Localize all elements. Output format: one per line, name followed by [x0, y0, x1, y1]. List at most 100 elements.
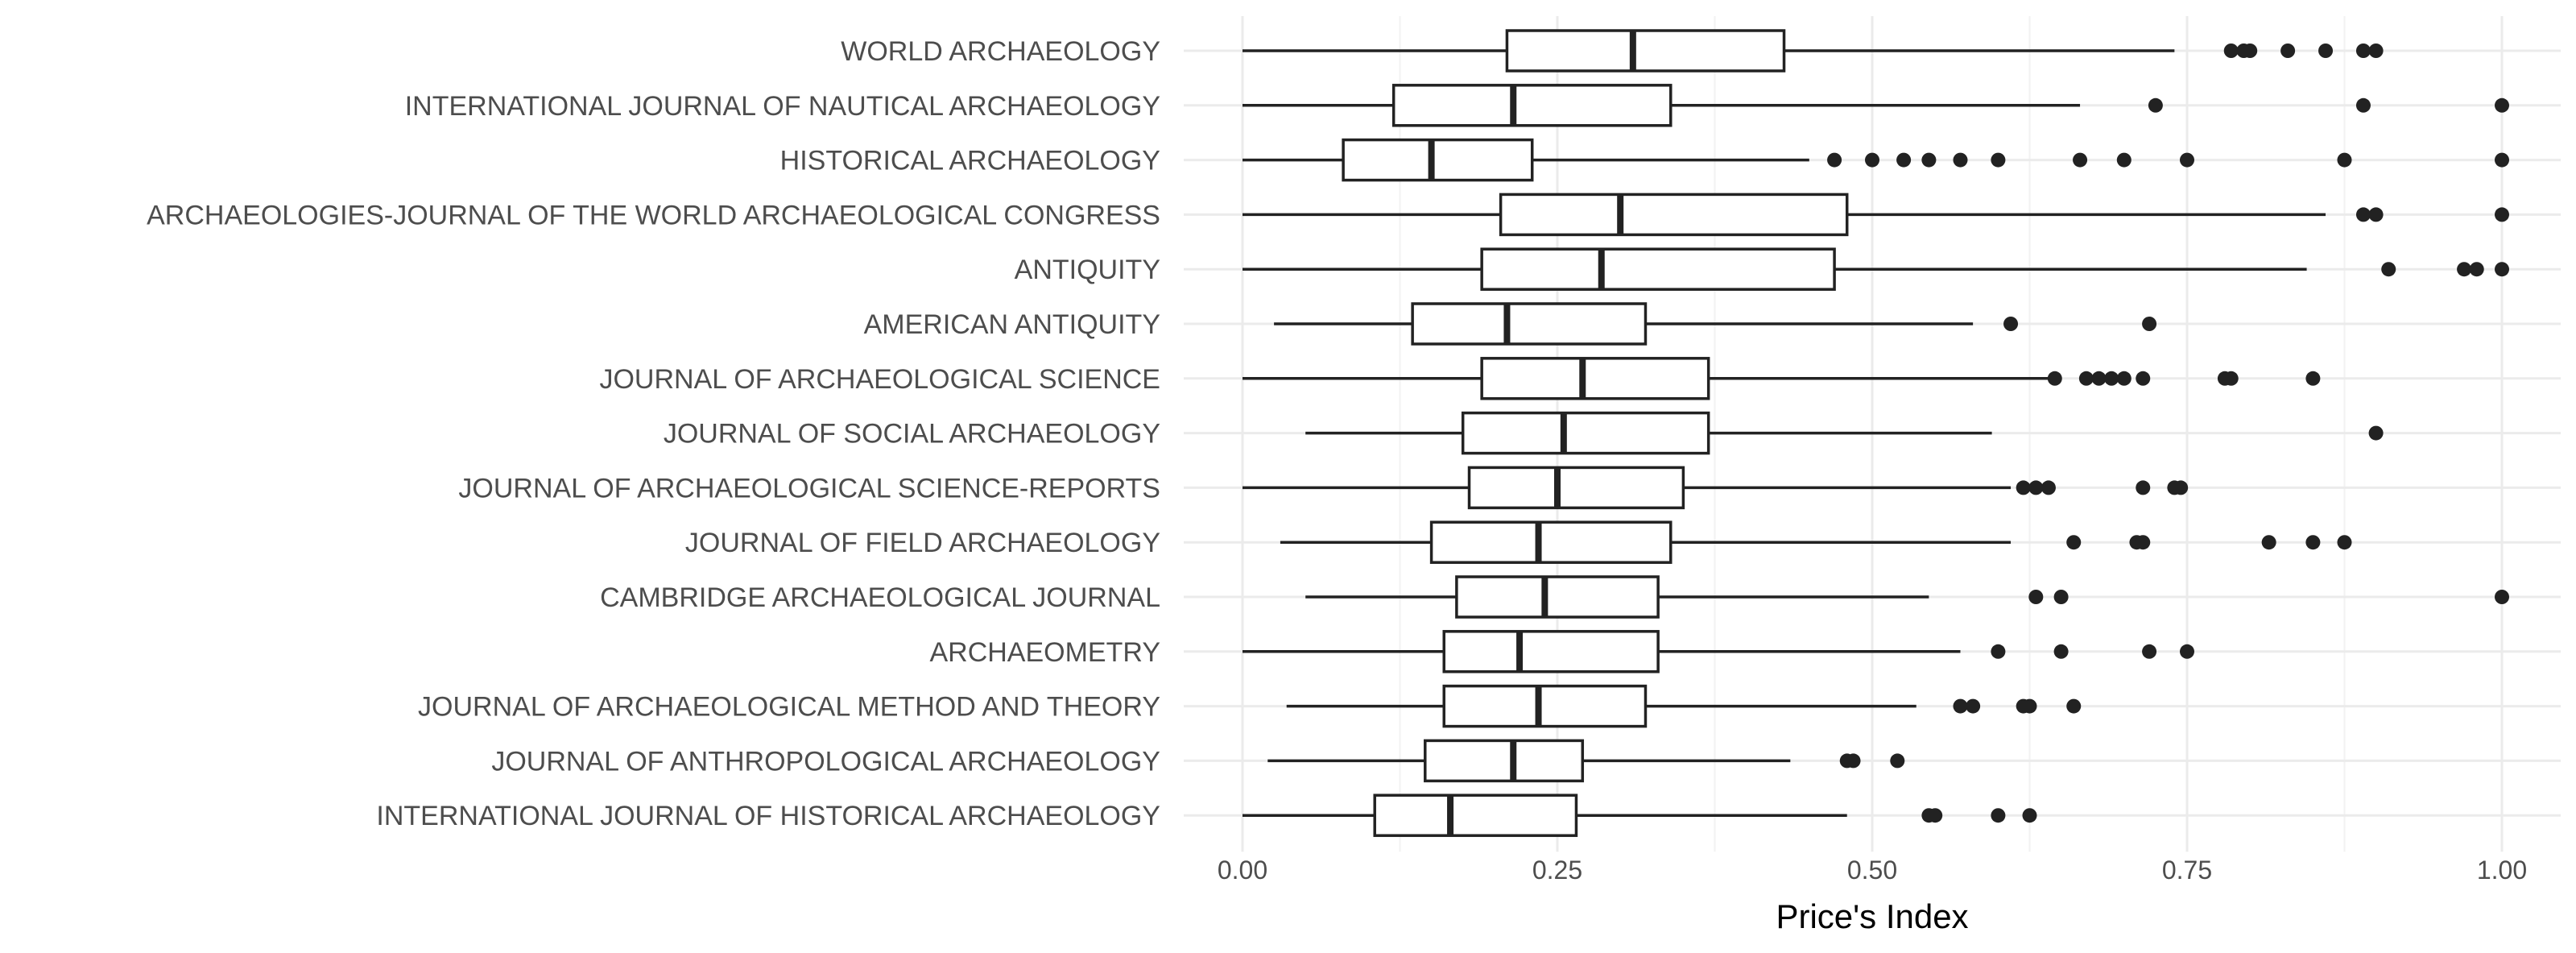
- iqr-box: [1455, 575, 1660, 619]
- box-group: [1243, 84, 2509, 127]
- category-label: INTERNATIONAL JOURNAL OF NAUTICAL ARCHAE…: [405, 91, 1160, 122]
- outlier-point: [2022, 698, 2037, 714]
- outlier-point: [2495, 207, 2509, 222]
- box-group: [1243, 466, 2189, 510]
- category-label: WORLD ARCHAEOLOGY: [841, 36, 1160, 67]
- outlier-point: [2243, 44, 2258, 58]
- outlier-point: [2091, 371, 2107, 386]
- outlier-point: [2368, 425, 2384, 441]
- outlier-point: [2495, 97, 2509, 113]
- outlier-point: [1953, 152, 1968, 168]
- outlier-point: [2495, 590, 2509, 604]
- box-group: [1243, 357, 2321, 400]
- outlier-point: [2469, 262, 2484, 277]
- iqr-box: [1424, 739, 1585, 783]
- outlier-point: [2355, 44, 2371, 58]
- outlier-point: [1991, 152, 2006, 168]
- outlier-point: [2028, 480, 2044, 495]
- category-label: INTERNATIONAL JOURNAL OF HISTORICAL ARCH…: [376, 801, 1160, 831]
- category-label: JOURNAL OF ANTHROPOLOGICAL ARCHAEOLOGY: [491, 746, 1160, 777]
- category-labels: WORLD ARCHAEOLOGY INTERNATIONAL JOURNAL O…: [147, 36, 1160, 831]
- iqr-box: [1411, 302, 1648, 346]
- outlier-point: [2066, 535, 2082, 550]
- outlier-point: [2016, 480, 2031, 495]
- outlier-point: [2003, 317, 2019, 331]
- outlier-point: [2022, 808, 2037, 823]
- outlier-point: [2223, 44, 2239, 58]
- outlier-point: [2368, 207, 2384, 222]
- category-label: JOURNAL OF ARCHAEOLOGICAL METHOD AND THE…: [418, 692, 1160, 723]
- outlier-point: [2047, 371, 2062, 386]
- iqr-box: [1429, 520, 1673, 564]
- outlier-point: [1991, 808, 2006, 823]
- outlier-point: [1865, 152, 1879, 168]
- category-label: ANTIQUITY: [1015, 255, 1160, 285]
- iqr-box: [1505, 29, 1786, 73]
- outlier-point: [2180, 152, 2194, 168]
- outlier-point: [2337, 152, 2352, 168]
- box-group: [1274, 302, 2157, 346]
- iqr-box: [1467, 466, 1685, 510]
- iqr-box: [1373, 793, 1578, 837]
- iqr-box: [1442, 684, 1648, 728]
- outlier-point: [2495, 152, 2509, 168]
- box-group: [1286, 684, 2082, 728]
- category-label: AMERICAN ANTIQUITY: [864, 309, 1160, 340]
- outlier-point: [2142, 644, 2157, 659]
- outlier-point: [2028, 590, 2044, 604]
- outlier-point: [2066, 698, 2082, 714]
- category-label: ARCHAEOLOGIES-JOURNAL OF THE WORLD ARCHA…: [147, 200, 1160, 230]
- iqr-box: [1480, 247, 1836, 291]
- outlier-point: [2368, 44, 2384, 58]
- x-tick-label: 0.25: [1532, 856, 1582, 885]
- outlier-point: [2041, 480, 2056, 495]
- outlier-point: [2136, 371, 2151, 386]
- category-label: JOURNAL OF ARCHAEOLOGICAL SCIENCE-REPORT…: [458, 473, 1160, 503]
- category-label: JOURNAL OF SOCIAL ARCHAEOLOGY: [664, 419, 1160, 450]
- outlier-point: [2142, 317, 2157, 331]
- outlier-point: [1846, 753, 1861, 769]
- outlier-point: [2136, 480, 2151, 495]
- box-group: [1243, 138, 2509, 182]
- outlier-point: [2305, 535, 2321, 550]
- outlier-point: [1953, 698, 1968, 714]
- outlier-point: [2078, 371, 2094, 386]
- outlier-point: [2337, 535, 2352, 550]
- box-group: [1305, 411, 2384, 455]
- outlier-point: [2495, 262, 2509, 277]
- outlier-point: [2116, 152, 2132, 168]
- outlier-point: [2457, 262, 2472, 277]
- outlier-point: [2355, 207, 2371, 222]
- box-group: [1243, 630, 2194, 673]
- x-axis-title: Price's Index: [1776, 897, 1968, 935]
- outlier-point: [2116, 371, 2132, 386]
- outlier-point: [2104, 371, 2119, 386]
- x-tick-label: 0.75: [2162, 856, 2212, 885]
- x-tick-label: 0.00: [1218, 856, 1267, 885]
- outlier-point: [2173, 480, 2189, 495]
- outlier-point: [2318, 44, 2334, 58]
- outlier-point: [2305, 371, 2321, 386]
- outlier-point: [1928, 808, 1943, 823]
- box-series: [1243, 29, 2509, 837]
- category-label: JOURNAL OF FIELD ARCHAEOLOGY: [685, 528, 1160, 558]
- outlier-point: [2053, 644, 2069, 659]
- outlier-point: [1896, 152, 1912, 168]
- category-label: HISTORICAL ARCHAEOLOGY: [780, 146, 1160, 176]
- category-label: JOURNAL OF ARCHAEOLOGICAL SCIENCE: [599, 364, 1160, 395]
- box-group: [1243, 793, 2037, 837]
- iqr-box: [1499, 193, 1849, 237]
- outlier-point: [2136, 535, 2151, 550]
- outlier-point: [2261, 535, 2276, 550]
- outlier-point: [2053, 590, 2069, 604]
- outlier-point: [1991, 644, 2006, 659]
- iqr-box: [1391, 84, 1673, 127]
- outlier-point: [2148, 97, 2163, 113]
- box-group: [1267, 739, 1905, 783]
- x-tick-labels: 0.00 0.25 0.50 0.75 1.00: [1218, 856, 2527, 885]
- iqr-box: [1461, 411, 1710, 455]
- x-tick-label: 0.50: [1847, 856, 1897, 885]
- category-label: CAMBRIDGE ARCHAEOLOGICAL JOURNAL: [600, 582, 1160, 613]
- outlier-point: [1966, 698, 1981, 714]
